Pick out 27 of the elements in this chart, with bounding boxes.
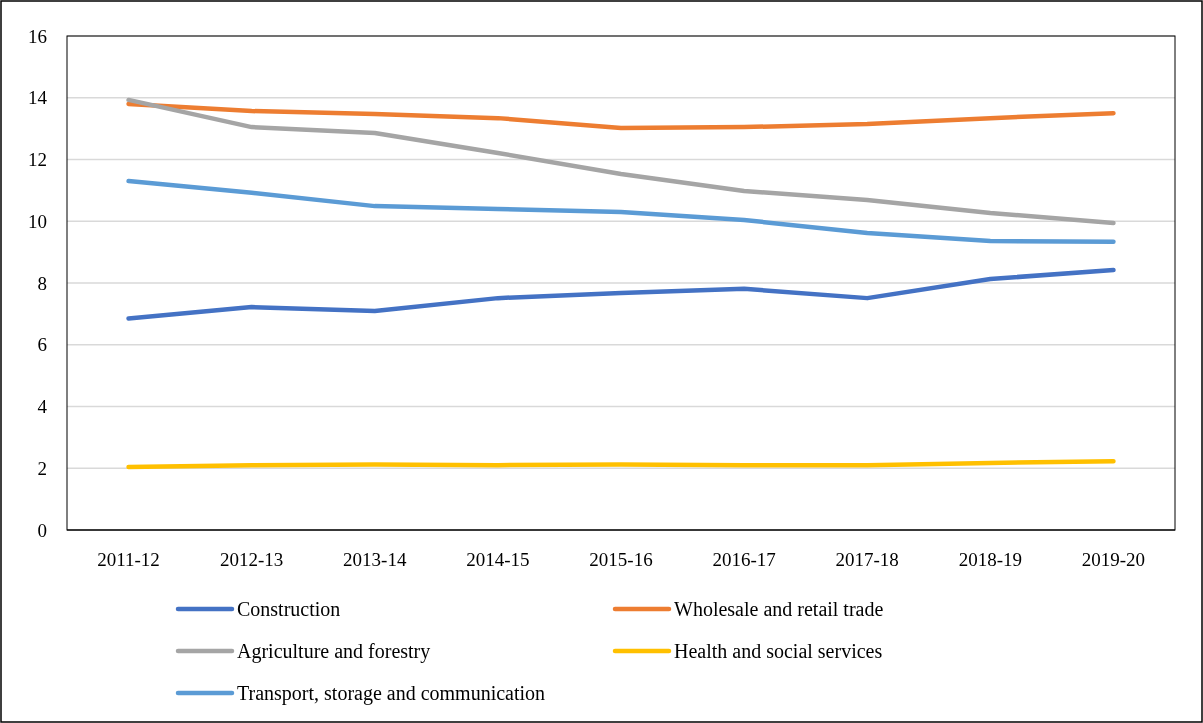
y-tick-label: 12: [28, 149, 47, 171]
y-tick-label: 8: [37, 272, 47, 294]
x-tick-label: 2018-19: [958, 549, 1022, 570]
legend-label: Transport, storage and communication: [237, 682, 546, 705]
x-tick-label: 2012-13: [220, 549, 284, 570]
x-tick-label: 2011-12: [97, 549, 160, 570]
legend-label: Wholesale and retail trade: [674, 598, 884, 620]
x-tick-label: 2019-20: [1081, 549, 1146, 570]
line-series: [126, 178, 1116, 244]
y-tick-label: 10: [28, 210, 47, 232]
legend-label: Health and social services: [674, 640, 883, 662]
legend-label: Agriculture and forestry: [237, 640, 431, 663]
line-series: [126, 97, 1116, 226]
line-series: [126, 267, 1116, 321]
x-tick-label: 2014-15: [466, 549, 530, 570]
x-tick-label: 2013-14: [343, 549, 407, 570]
legend-label: Construction: [237, 598, 341, 620]
y-tick-label: 16: [28, 25, 47, 47]
y-tick-label: 0: [37, 519, 47, 541]
y-tick-label: 4: [37, 396, 48, 418]
x-tick-label: 2017-18: [835, 549, 899, 570]
y-tick-label: 14: [28, 87, 48, 109]
x-tick-label: 2016-17: [712, 549, 776, 570]
y-tick-label: 6: [37, 334, 47, 356]
x-tick-label: 2015-16: [589, 549, 653, 570]
y-tick-label: 2: [37, 457, 47, 479]
line-series: [126, 101, 1116, 131]
